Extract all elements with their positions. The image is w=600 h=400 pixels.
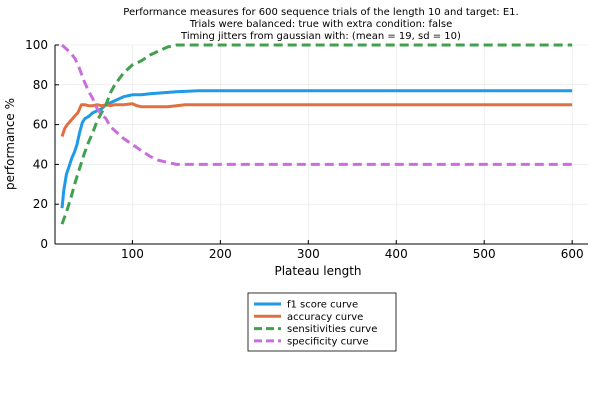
x-tick-label: 200	[209, 247, 232, 261]
legend-label-2: accuracy curve	[287, 312, 363, 323]
series-line-2	[60, 102, 573, 137]
y-tick-label: 80	[33, 78, 48, 92]
y-axis-label: performance %	[3, 98, 17, 190]
y-tick-label: 20	[33, 197, 48, 211]
y-tick-label: 40	[33, 157, 48, 171]
axes	[54, 44, 588, 245]
x-tick-label: 100	[121, 247, 144, 261]
title-line-3: Timing jitters from gaussian with: (mean…	[180, 31, 461, 42]
legend-label-3: sensitivities curve	[287, 324, 377, 335]
series-line-3	[60, 43, 573, 225]
x-axis-label: Plateau length	[274, 264, 361, 278]
x-tick-label: 400	[385, 247, 408, 261]
chart-title: Performance measures for 600 sequence tr…	[123, 7, 518, 42]
x-tick-label: 500	[473, 247, 496, 261]
y-tick-label: 100	[25, 38, 48, 52]
legend-label-1: f1 score curve	[287, 300, 358, 311]
y-tick-label: 0	[40, 237, 48, 251]
title-line-2: Trials were balanced: true with extra co…	[189, 19, 453, 30]
y-tick-label: 60	[33, 118, 48, 132]
x-tick-label: 600	[561, 247, 584, 261]
title-line-1: Performance measures for 600 sequence tr…	[123, 7, 518, 18]
series-line-4	[60, 43, 573, 166]
tick-labels: 100 200 300 400 500 600 0 20 40 60 80 100	[25, 38, 584, 261]
legend-label-4: specificity curve	[287, 336, 369, 347]
x-tick-label: 300	[297, 247, 320, 261]
series-lines	[60, 43, 573, 225]
